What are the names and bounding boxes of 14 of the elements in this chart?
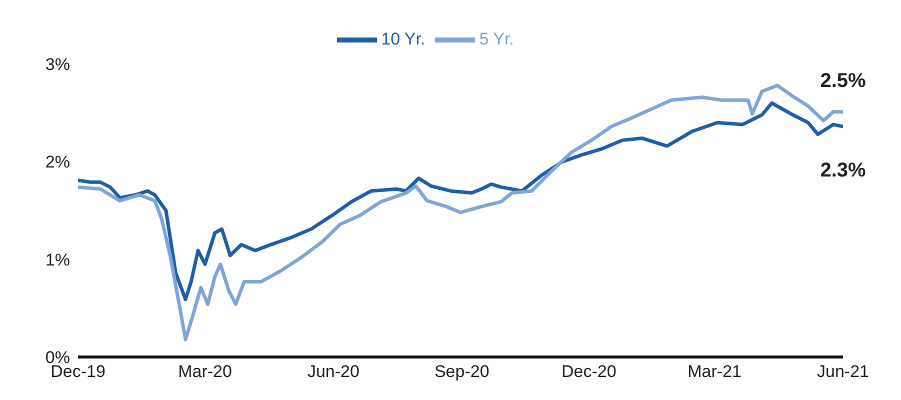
x-tick-label: Dec-19 xyxy=(50,362,106,382)
annotation: 2.3% xyxy=(820,160,866,182)
legend-label: 5 Yr. xyxy=(479,29,514,48)
annotation: 2.5% xyxy=(820,70,866,92)
x-tick-label: Jun-21 xyxy=(817,362,869,382)
y-tick-label: 3% xyxy=(45,55,70,74)
x-tick-label: Mar-20 xyxy=(178,362,232,382)
x-tick-label: Mar-21 xyxy=(688,362,742,382)
x-tick-label: Jun-20 xyxy=(307,362,360,382)
x-tick-label: Dec-20 xyxy=(562,362,616,382)
y-tick-label: 1% xyxy=(45,250,70,270)
x-tick-label: Sep-20 xyxy=(434,362,490,382)
y-tick-label: 2% xyxy=(45,152,70,172)
legend-label: 10 Yr. xyxy=(381,29,426,48)
